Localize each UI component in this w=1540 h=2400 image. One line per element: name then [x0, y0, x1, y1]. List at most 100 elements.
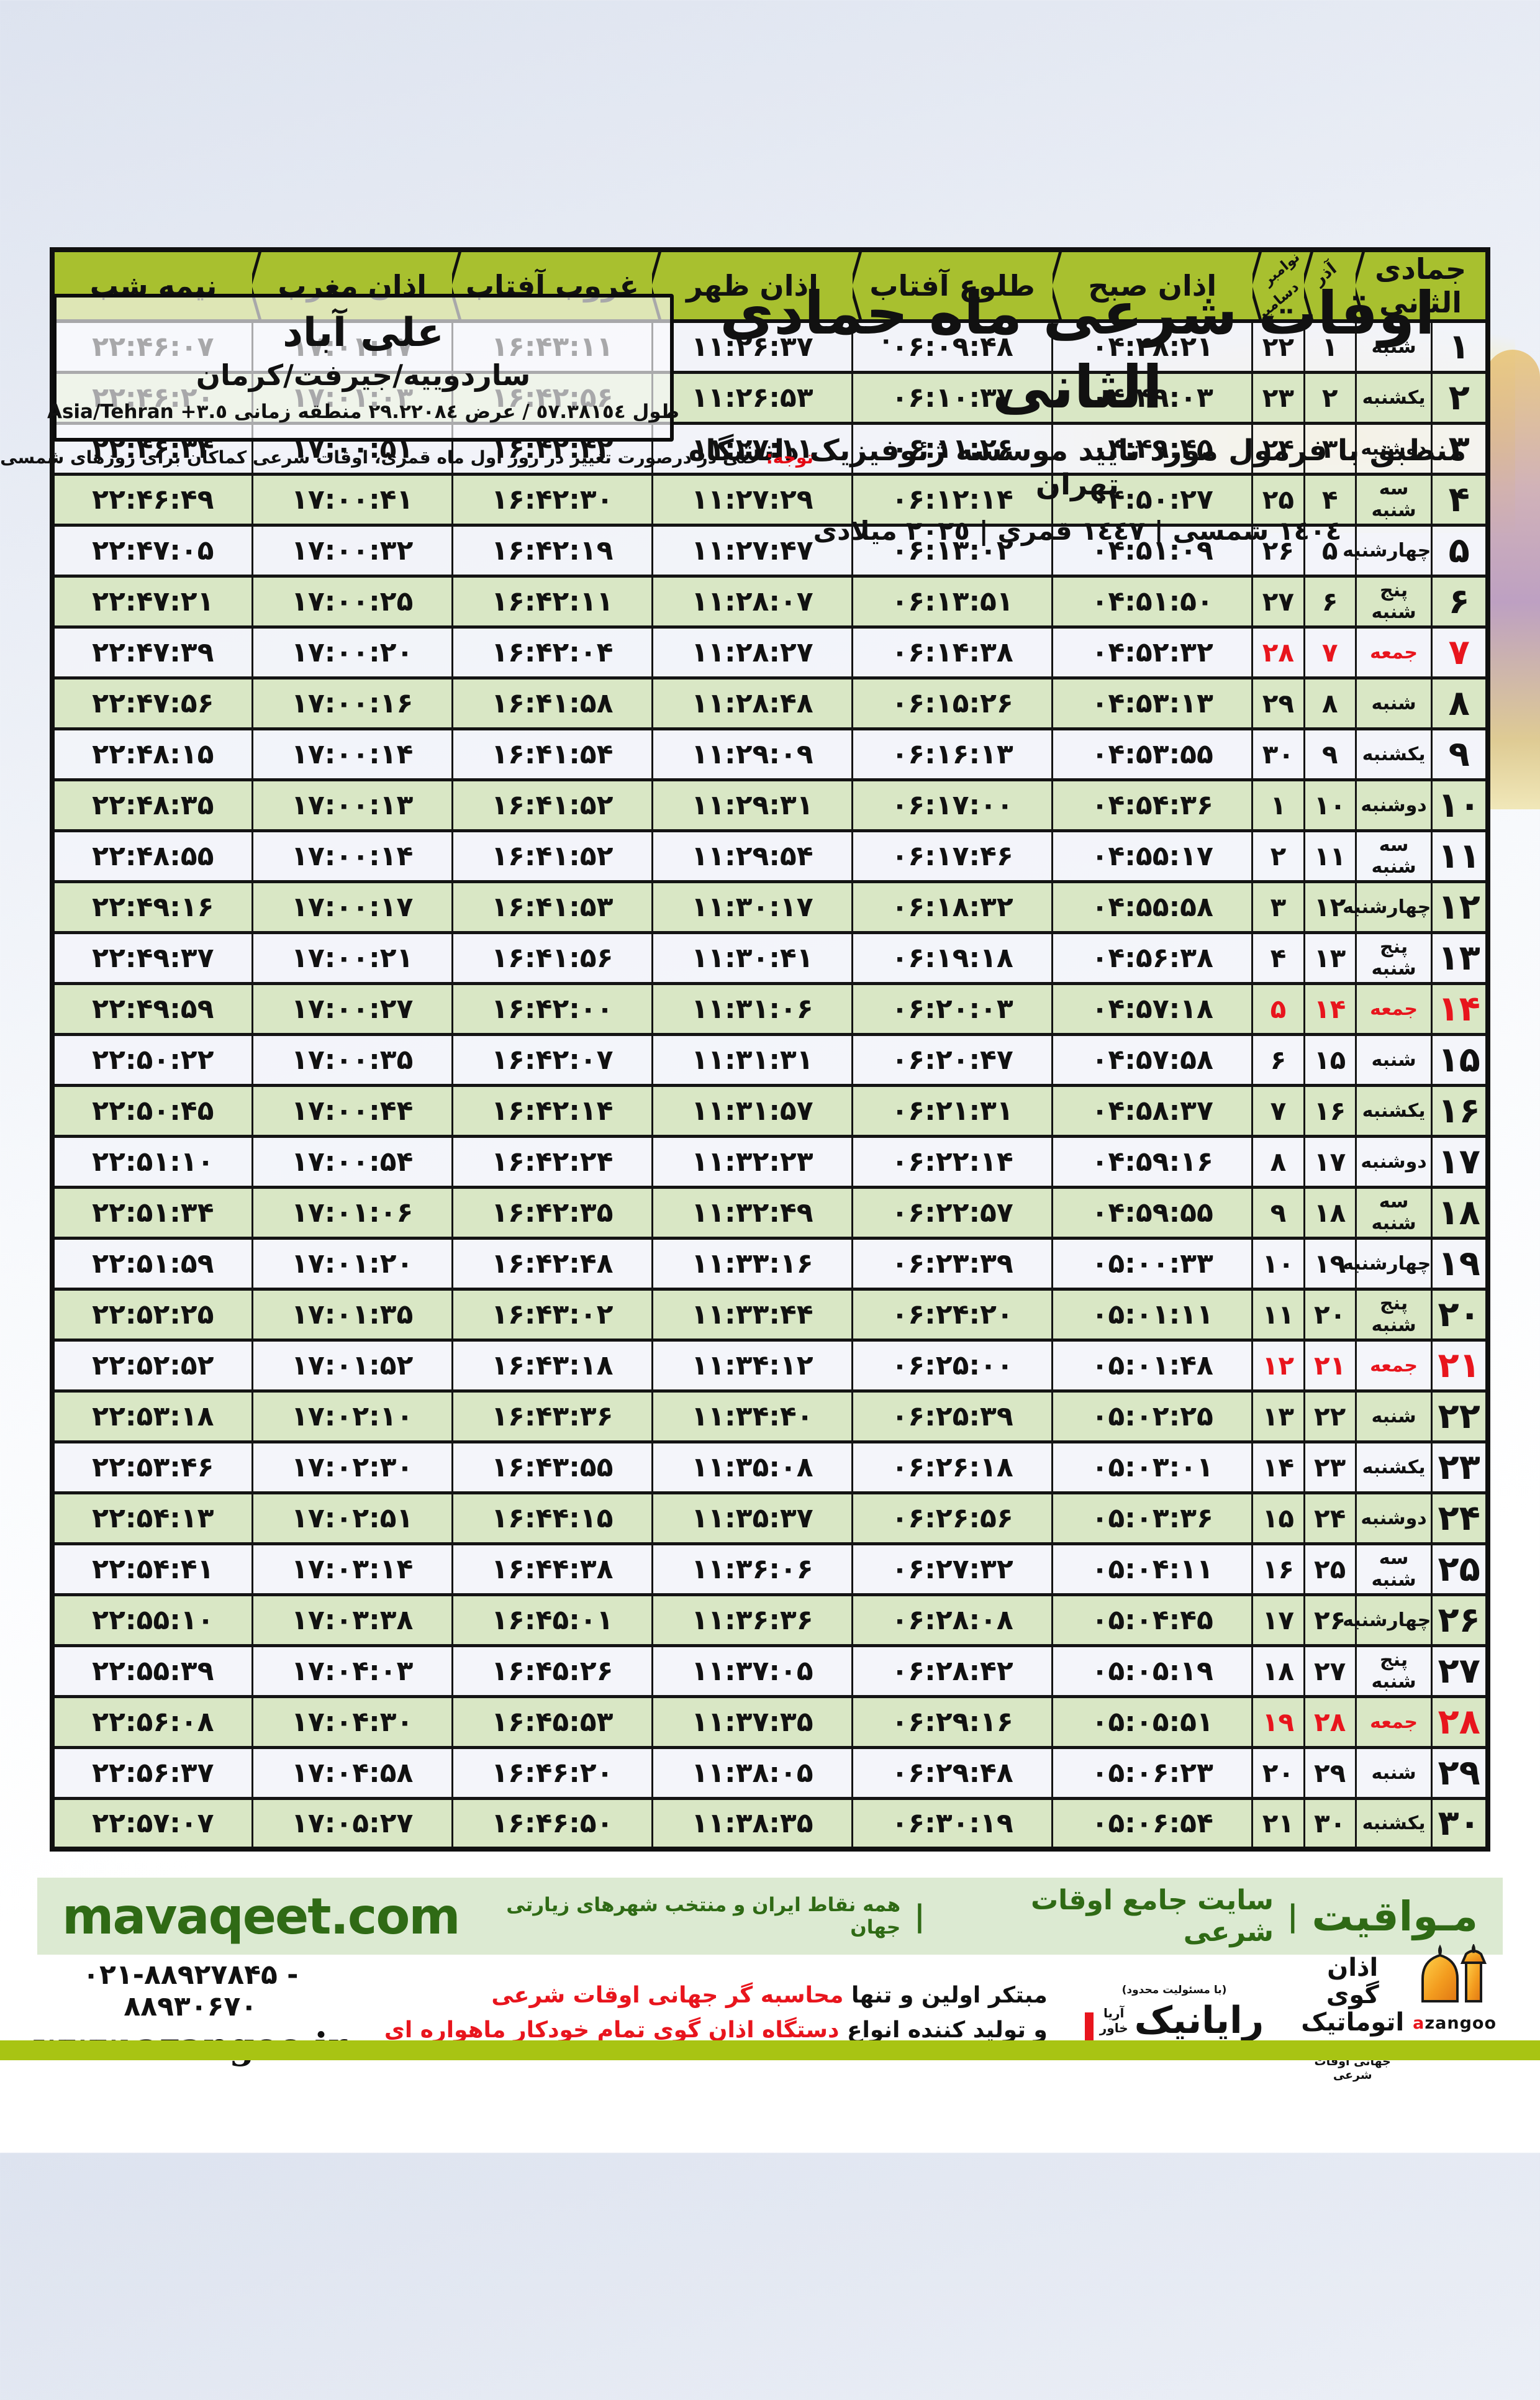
- maghrib-cell: ۱۷:۰۲:۳۰: [251, 1440, 453, 1494]
- sunset-cell: ۱۶:۴۲:۱۱: [451, 574, 653, 628]
- mavaqeet-strip: مـواقیت | سایت جامع اوقات شرعی | همه نقا…: [37, 1878, 1503, 1955]
- fajr-cell: ۰۴:۵۳:۵۵: [1051, 727, 1254, 781]
- weekday-cell: جمعه: [1354, 1338, 1433, 1392]
- gregorian-day-cell: ۱: [1251, 778, 1305, 832]
- sunrise-cell: ۰۶:۱۳:۵۱: [851, 574, 1054, 628]
- sunrise-cell: ۰۶:۱۰:۳۷: [851, 370, 1054, 424]
- table-row: ۲۰ پنج شنبه ۲۰ ۱۱ ۰۵:۰۱:۱۱ ۰۶:۲۴:۲۰ ۱۱:۳…: [51, 1287, 1489, 1341]
- gregorian-day-cell: ۲۴: [1251, 421, 1305, 475]
- azar-day-cell: ۶: [1303, 574, 1357, 628]
- sunrise-cell: ۰۶:۱۸:۳۲: [851, 880, 1054, 934]
- azangoo-persian-name: اذان گوی اتوماتیک: [1301, 1953, 1405, 2037]
- city-name: علی آباد: [283, 310, 444, 357]
- dhuhr-cell: ۱۱:۳۵:۳۷: [651, 1491, 854, 1545]
- sunrise-cell: ۰۶:۲۰:۰۳: [851, 981, 1054, 1035]
- dhuhr-cell: ۱۱:۲۶:۵۳: [651, 370, 854, 424]
- weekday-cell: جمعه: [1354, 1694, 1433, 1748]
- table-row: ۲۲ شنبه ۲۲ ۱۳ ۰۵:۰۲:۲۵ ۰۶:۲۵:۳۹ ۱۱:۳۴:۴۰…: [51, 1389, 1489, 1443]
- jamadi-day-cell: ۲: [1431, 370, 1489, 424]
- midnight-cell: ۲۲:۵۲:۵۲: [51, 1338, 253, 1392]
- midnight-cell: ۲۲:۴۹:۱۶: [51, 880, 253, 934]
- table-row: ۲۱ جمعه ۲۱ ۱۲ ۰۵:۰۱:۴۸ ۰۶:۲۵:۰۰ ۱۱:۳۴:۱۲…: [51, 1338, 1489, 1392]
- table-row: ۲۵ سه شنبه ۲۵ ۱۶ ۰۵:۰۴:۱۱ ۰۶:۲۷:۳۲ ۱۱:۳۶…: [51, 1542, 1489, 1596]
- jamadi-day-cell: ۲۱: [1431, 1338, 1489, 1392]
- header-hijri-month: جمادی الثانی: [1356, 250, 1488, 323]
- sunrise-cell: ۰۶:۲۴:۲۰: [851, 1287, 1054, 1341]
- sunset-cell: ۱۶:۴۲:۰۷: [451, 1032, 653, 1086]
- gregorian-day-cell: ۱۷: [1251, 1593, 1305, 1647]
- table-row: ۱۸ سه شنبه ۱۸ ۹ ۰۴:۵۹:۵۵ ۰۶:۲۲:۵۷ ۱۱:۳۲:…: [51, 1185, 1489, 1239]
- sunrise-cell: ۰۶:۲۶:۱۸: [851, 1440, 1054, 1494]
- midnight-cell: ۲۲:۵۳:۴۶: [51, 1440, 253, 1494]
- table-row: ۱۷ دوشنبه ۱۷ ۸ ۰۴:۵۹:۱۶ ۰۶:۲۲:۱۴ ۱۱:۳۲:۲…: [51, 1134, 1489, 1188]
- sunrise-cell: ۰۶:۱۹:۱۸: [851, 930, 1054, 984]
- table-row: ۸ شنبه ۸ ۲۹ ۰۴:۵۳:۱۳ ۰۶:۱۵:۲۶ ۱۱:۲۸:۴۸ ۱…: [51, 676, 1489, 730]
- maghrib-cell: ۱۷:۰۰:۵۴: [251, 1134, 453, 1188]
- promo-line2-red: دستگاه اذان گوی تمام خودکار ماهواره ای: [384, 2017, 840, 2043]
- promo-line2-black: و تولید کننده انواع: [839, 2017, 1048, 2043]
- dhuhr-cell: ۱۱:۲۹:۰۹: [651, 727, 854, 781]
- fajr-cell: ۰۵:۰۲:۲۵: [1051, 1389, 1254, 1443]
- bottom-green-bar: [0, 2040, 1540, 2060]
- maghrib-cell: ۱۷:۰۱:۰۶: [251, 1185, 453, 1239]
- sunset-cell: ۱۶:۴۲:۰۴: [451, 625, 653, 679]
- gregorian-day-cell: ۴: [1251, 930, 1305, 984]
- jamadi-day-cell: ۲۹: [1431, 1745, 1489, 1799]
- sunrise-cell: ۰۶:۱۱:۲۶: [851, 421, 1054, 475]
- header-fajr: اذان صبح: [1052, 250, 1252, 323]
- jamadi-day-cell: ۱۵: [1431, 1032, 1489, 1086]
- promo-line1-red: محاسبه گر جهانی اوقات شرعی: [491, 1983, 844, 2009]
- midnight-cell: ۲۲:۵۲:۲۵: [51, 1287, 253, 1341]
- dhuhr-cell: ۱۱:۲۸:۲۷: [651, 625, 854, 679]
- weekday-cell: سه شنبه: [1354, 829, 1433, 883]
- azar-day-cell: ۳: [1303, 421, 1357, 475]
- dhuhr-cell: ۱۱:۳۷:۰۵: [651, 1643, 854, 1698]
- table-row: ۱۳ پنج شنبه ۱۳ ۴ ۰۴:۵۶:۳۸ ۰۶:۱۹:۱۸ ۱۱:۳۰…: [51, 930, 1489, 984]
- gregorian-day-cell: ۲۷: [1251, 574, 1305, 628]
- table-row: ۲۸ جمعه ۲۸ ۱۹ ۰۵:۰۵:۵۱ ۰۶:۲۹:۱۶ ۱۱:۳۷:۳۵…: [51, 1694, 1489, 1748]
- fajr-cell: ۰۴:۵۴:۳۶: [1051, 778, 1254, 832]
- sunrise-cell: ۰۶:۲۹:۱۶: [851, 1694, 1054, 1748]
- azangoo-latin-name: azangoo: [1413, 2014, 1497, 2033]
- jamadi-day-cell: ۲۵: [1431, 1542, 1489, 1596]
- azar-day-cell: ۲۲: [1303, 1389, 1357, 1443]
- maghrib-cell: ۱۷:۰۳:۱۴: [251, 1542, 453, 1596]
- promo-line1-black: مبتکر اولین و تنها: [843, 1983, 1048, 2009]
- jamadi-day-cell: ۳: [1431, 421, 1489, 475]
- weekday-cell: چهارشنبه: [1343, 1593, 1433, 1647]
- gregorian-day-cell: ۳۰: [1251, 727, 1305, 781]
- gregorian-day-cell: ۵: [1251, 981, 1305, 1035]
- sunset-cell: ۱۶:۴۶:۲۰: [451, 1745, 653, 1799]
- dhuhr-cell: ۱۱:۳۱:۵۷: [651, 1083, 854, 1137]
- gregorian-day-cell: ۱۵: [1251, 1491, 1305, 1545]
- midnight-cell: ۲۲:۵۶:۰۸: [51, 1694, 253, 1748]
- sunset-cell: ۱۶:۴۱:۵۲: [451, 829, 653, 883]
- mavaqeet-tagline: سایت جامع اوقات شرعی: [1030, 1884, 1274, 1948]
- table-row: ۱۱ سه شنبه ۱۱ ۲ ۰۴:۵۵:۱۷ ۰۶:۱۷:۴۶ ۱۱:۲۹:…: [51, 829, 1489, 883]
- sunrise-cell: ۰۶:۲۷:۳۲: [851, 1542, 1054, 1596]
- dhuhr-cell: ۱۱:۳۶:۳۶: [651, 1593, 854, 1647]
- fajr-cell: ۰۴:۵۱:۰۹: [1051, 523, 1254, 577]
- jamadi-day-cell: ۲۲: [1431, 1389, 1489, 1443]
- jamadi-day-cell: ۶: [1431, 574, 1489, 628]
- azar-day-cell: ۲۴: [1303, 1491, 1357, 1545]
- midnight-cell: ۲۲:۴۷:۰۵: [51, 523, 253, 577]
- table-row: ۲۴ دوشنبه ۲۴ ۱۵ ۰۵:۰۳:۳۶ ۰۶:۲۶:۵۶ ۱۱:۳۵:…: [51, 1491, 1489, 1545]
- maghrib-cell: ۱۷:۰۰:۳۵: [251, 1032, 453, 1086]
- jamadi-day-cell: ۱۷: [1431, 1134, 1489, 1188]
- sunrise-cell: ۰۶:۱۳:۰۲: [851, 523, 1054, 577]
- weekday-cell: شنبه: [1354, 1745, 1433, 1799]
- sunset-cell: ۱۶:۴۳:۳۶: [451, 1389, 653, 1443]
- dhuhr-cell: ۱۱:۳۷:۳۵: [651, 1694, 854, 1748]
- dhuhr-cell: ۱۱:۳۸:۳۵: [651, 1796, 854, 1850]
- header: اوقات شرعی ماه جمادی الثانی منطبق با فرم…: [668, 277, 1487, 546]
- gregorian-day-cell: ۱۲: [1251, 1338, 1305, 1392]
- midnight-cell: ۲۲:۵۷:۰۷: [51, 1796, 253, 1850]
- jamadi-day-cell: ۱۲: [1431, 880, 1489, 934]
- fajr-cell: ۰۵:۰۶:۵۴: [1051, 1796, 1254, 1850]
- azar-day-cell: ۱۷: [1303, 1134, 1357, 1188]
- dhuhr-cell: ۱۱:۲۹:۳۱: [651, 778, 854, 832]
- maghrib-cell: ۱۷:۰۲:۱۰: [251, 1389, 453, 1443]
- weekday-cell: پنج شنبه: [1354, 1643, 1433, 1698]
- dhuhr-cell: ۱۱:۳۲:۲۳: [651, 1134, 854, 1188]
